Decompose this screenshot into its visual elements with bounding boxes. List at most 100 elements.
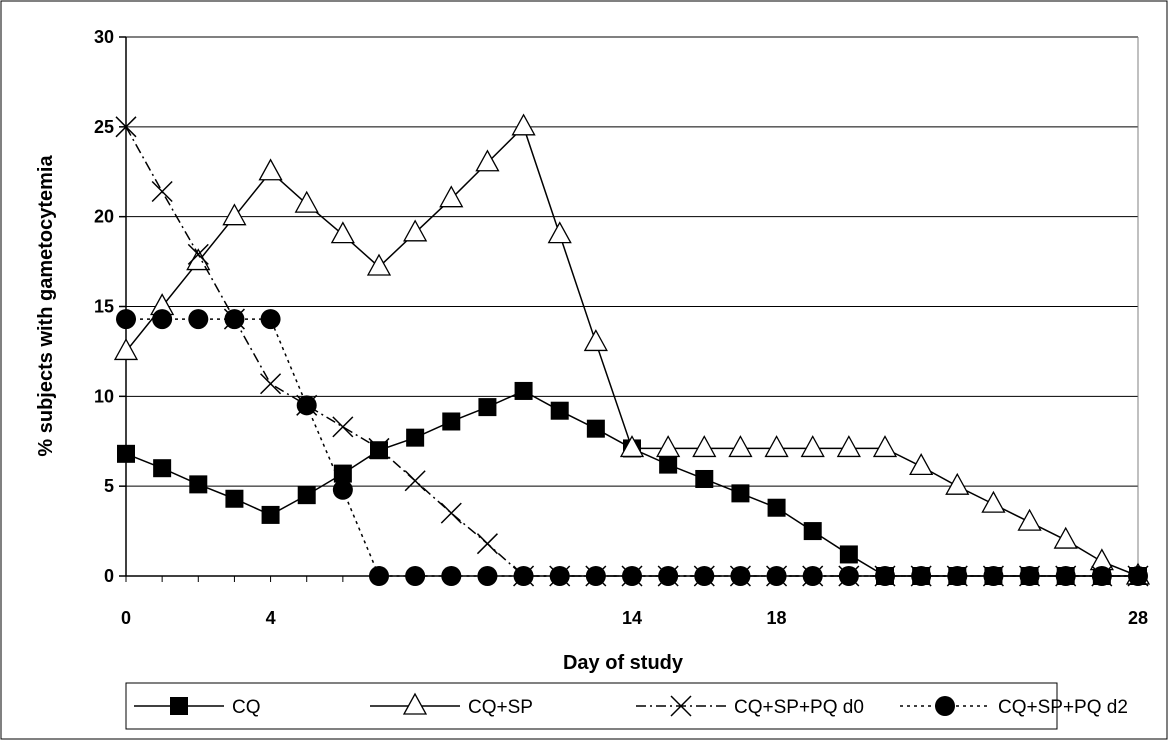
data-point — [332, 416, 354, 438]
legend-label: CQ+SP — [468, 697, 533, 718]
data-point — [297, 486, 316, 505]
y-axis-title: % subjects with gametocytemia — [35, 155, 57, 457]
x-tick-label: 0 — [121, 608, 131, 628]
data-point — [225, 489, 244, 508]
data-point — [695, 469, 714, 488]
data-point — [187, 243, 209, 265]
data-point — [1055, 566, 1076, 586]
legend-item-3: CQ+SP+PQ d0 — [636, 695, 864, 718]
data-point — [476, 533, 498, 555]
legend-label: CQ — [232, 697, 261, 718]
data-point — [619, 435, 645, 458]
y-tick-label: 10 — [94, 386, 114, 406]
legend-marker — [402, 692, 428, 715]
marker-stroke — [332, 416, 354, 438]
data-point — [332, 479, 353, 500]
data-point — [872, 435, 898, 458]
data-point — [803, 522, 822, 541]
marker-stroke — [670, 695, 692, 717]
data-point — [694, 566, 715, 586]
data-point — [728, 435, 753, 458]
data-point — [514, 381, 533, 400]
data-point — [585, 566, 606, 586]
data-point — [366, 253, 392, 276]
data-point — [440, 502, 462, 524]
y-tick-labels: 0 5 10 15 20 25 30 — [94, 27, 114, 586]
data-point — [766, 566, 787, 586]
data-point — [1017, 508, 1042, 531]
data-point — [659, 455, 678, 474]
data-point — [151, 180, 173, 203]
data-point — [222, 203, 247, 226]
series-layer — [113, 113, 1151, 587]
marker-stroke — [404, 470, 426, 492]
data-point — [189, 475, 208, 494]
data-point — [188, 309, 209, 330]
data-point — [586, 419, 605, 438]
data-point — [261, 505, 280, 524]
x-tick-label: 4 — [266, 608, 276, 628]
marker-stroke — [476, 533, 498, 555]
legend-marker — [935, 696, 955, 716]
data-point — [622, 566, 642, 586]
data-point — [550, 401, 569, 420]
data-point — [730, 566, 751, 586]
data-point — [909, 453, 934, 476]
data-point — [947, 566, 968, 586]
data-point — [152, 309, 173, 330]
marker-stroke — [151, 180, 173, 203]
y-tick-label: 20 — [94, 207, 114, 227]
data-point — [1053, 526, 1078, 549]
data-point — [405, 566, 426, 586]
data-point — [260, 373, 282, 395]
data-point — [294, 190, 319, 213]
data-point — [117, 444, 135, 463]
data-point — [115, 116, 137, 138]
data-point — [836, 435, 861, 458]
data-point — [478, 398, 497, 417]
data-point — [981, 490, 1006, 513]
data-point — [767, 498, 786, 517]
data-point — [800, 435, 825, 458]
legend-item-2: CQ+SP — [370, 692, 533, 718]
gridlines — [126, 36, 1138, 487]
data-point — [224, 309, 245, 330]
data-point — [731, 484, 750, 503]
data-point — [404, 470, 426, 492]
legend-marker — [170, 697, 188, 715]
y-tick-label: 25 — [94, 117, 114, 137]
data-point — [477, 566, 498, 586]
data-point — [838, 566, 859, 586]
data-point — [442, 412, 461, 431]
data-point — [1019, 566, 1040, 586]
data-point — [369, 566, 389, 586]
marker-stroke — [115, 116, 137, 138]
data-point — [911, 566, 932, 586]
data-point — [113, 338, 139, 361]
x-tick-label: 18 — [767, 608, 787, 628]
y-tick-label: 15 — [94, 297, 114, 317]
data-point — [692, 435, 717, 458]
legend-label: CQ+SP+PQ d0 — [734, 697, 864, 718]
y-tick-label: 0 — [104, 566, 114, 586]
x-axis-title: Day of study — [563, 652, 684, 674]
data-point — [296, 395, 317, 416]
data-point — [406, 428, 425, 447]
data-point — [260, 309, 281, 330]
data-point — [875, 566, 895, 586]
legend: CQ CQ+SP CQ+SP+PQ d0 CQ+SP+PQ d2 — [125, 682, 1128, 730]
data-point — [116, 309, 136, 330]
legend-item-4: CQ+SP+PQ d2 — [900, 696, 1128, 718]
data-point — [1091, 566, 1112, 586]
data-point — [983, 566, 1004, 586]
data-point — [656, 435, 681, 458]
y-tick-label: 30 — [94, 27, 114, 47]
marker-stroke — [440, 502, 462, 524]
data-point — [258, 158, 283, 181]
data-point — [370, 441, 388, 460]
marker-stroke — [260, 373, 282, 395]
y-tick-label: 5 — [104, 476, 114, 496]
x-tick-label: 28 — [1128, 608, 1148, 628]
data-point — [583, 329, 608, 352]
